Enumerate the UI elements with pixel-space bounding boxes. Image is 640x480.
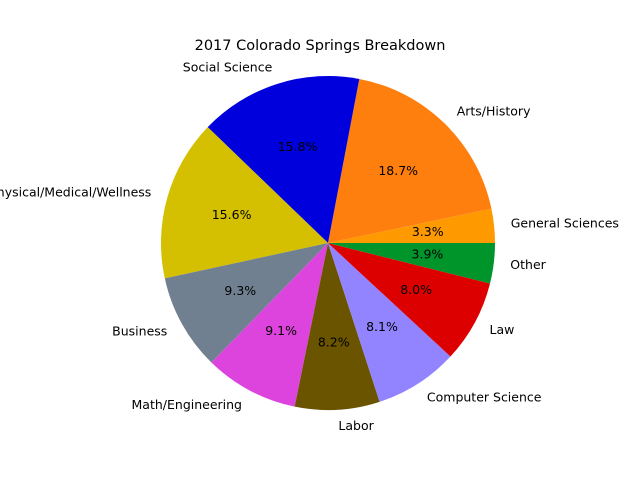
pct-label-business: 9.3%	[224, 283, 256, 298]
pct-label-computer-science: 8.1%	[366, 319, 398, 334]
pct-label-social-science: 15.8%	[278, 139, 318, 154]
category-label-other: Other	[510, 257, 546, 272]
pct-label-other: 3.9%	[412, 247, 444, 262]
chart-title: 2017 Colorado Springs Breakdown	[195, 38, 446, 54]
pie-slices	[161, 76, 495, 411]
pie-slice-labor	[294, 243, 380, 411]
pie-slice-other	[328, 243, 495, 284]
pie-labels: 3.3% General Sciences 18.7% Arts/History 15.…	[0, 59, 619, 433]
pie-slice-physical-medical-wellness	[161, 127, 328, 279]
pie-slice-law	[328, 243, 491, 357]
pct-label-labor: 8.2%	[318, 335, 350, 350]
pie-slice-math-engineering	[211, 243, 328, 407]
category-label-law: Law	[490, 322, 515, 337]
category-label-business: Business	[112, 324, 167, 339]
pie-slice-computer-science	[328, 243, 451, 402]
category-label-social-science: Social Science	[183, 59, 273, 74]
pct-label-general-sciences: 3.3%	[412, 224, 444, 239]
category-label-arts-history: Arts/History	[457, 103, 531, 118]
pie-slice-general-sciences	[328, 208, 495, 243]
pct-label-arts-history: 18.7%	[378, 163, 418, 178]
category-label-labor: Labor	[338, 418, 374, 433]
category-label-physical-medical-wellness: Physical/Medical/Wellness	[0, 184, 151, 199]
pie-slice-social-science	[207, 76, 360, 243]
pct-label-physical-medical-wellness: 15.6%	[212, 207, 252, 222]
pct-label-math-engineering: 9.1%	[265, 323, 297, 338]
category-label-math-engineering: Math/Engineering	[132, 397, 242, 412]
category-label-computer-science: Computer Science	[427, 389, 542, 404]
category-label-general-sciences: General Sciences	[511, 216, 619, 231]
pie-slice-arts-history	[328, 78, 492, 244]
pct-label-law: 8.0%	[400, 282, 432, 297]
pie-slice-business	[164, 243, 328, 363]
